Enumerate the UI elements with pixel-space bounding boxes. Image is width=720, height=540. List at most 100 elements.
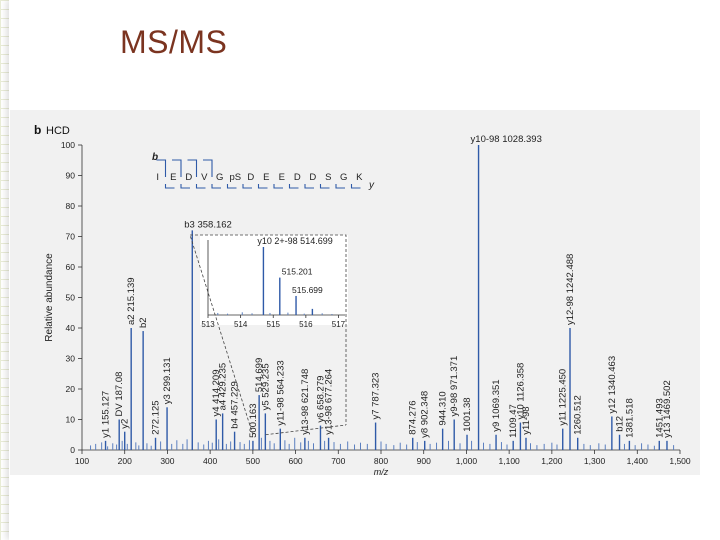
y-ion-bracket bbox=[242, 184, 252, 189]
inset-title: y10 2+-98 514.699 bbox=[257, 236, 332, 246]
peak-label: y6 658.279 bbox=[315, 376, 326, 423]
peak-label: y13-98 621.748 bbox=[300, 369, 311, 435]
y-tick-label: 0 bbox=[70, 445, 75, 455]
peak-label: y10 1126.358 bbox=[515, 363, 526, 420]
peak-label: 1001.38 bbox=[462, 397, 473, 431]
inset-x-tick-label: 516 bbox=[299, 320, 313, 329]
inset-x-tick-label: 517 bbox=[332, 320, 346, 329]
y-tick-label: 40 bbox=[66, 323, 76, 333]
x-tick-label: 900 bbox=[417, 456, 431, 466]
sequence-residue: K bbox=[356, 172, 363, 183]
x-tick-label: 1,100 bbox=[499, 456, 521, 466]
peak-label: 514.699 bbox=[254, 358, 265, 392]
y-tick-label: 50 bbox=[66, 293, 76, 303]
y-ion-bracket bbox=[335, 184, 345, 189]
y-tick-label: 70 bbox=[66, 232, 76, 242]
peak-label: y1 155.127 bbox=[101, 391, 112, 438]
peak-label: 874.276 bbox=[408, 400, 419, 434]
y-ion-bracket bbox=[273, 184, 283, 189]
x-tick-label: 800 bbox=[374, 456, 388, 466]
panel-title: HCD bbox=[46, 125, 70, 137]
y-ion-bracket bbox=[180, 184, 190, 189]
inset-x-tick-label: 515 bbox=[267, 320, 281, 329]
figure-panel bbox=[10, 110, 700, 475]
peak-label: y12 1340.463 bbox=[607, 356, 618, 414]
x-tick-label: 600 bbox=[288, 456, 302, 466]
peaks-layer bbox=[104, 145, 668, 450]
peak-label: y12-98 1242.488 bbox=[565, 254, 576, 325]
peak-label: y2 bbox=[120, 419, 131, 429]
x-tick-label: 1,000 bbox=[456, 456, 478, 466]
y-tick-label: 10 bbox=[66, 415, 76, 425]
peak-label: 1109.47 bbox=[508, 404, 519, 438]
peak-label: 1381.518 bbox=[624, 398, 635, 438]
panel-label: b bbox=[34, 123, 41, 137]
peak-label: 272.125 bbox=[151, 400, 162, 434]
peak-label: y11-98 564.233 bbox=[275, 360, 286, 425]
peak-label: DV 187.08 bbox=[114, 372, 125, 417]
inset-panel bbox=[200, 235, 348, 325]
sequence-residue: E bbox=[279, 172, 285, 183]
y-ion-bracket bbox=[195, 184, 206, 189]
inset-x-tick-label: 514 bbox=[234, 320, 248, 329]
sequence-residue: E bbox=[170, 172, 176, 183]
peak-label: 944.310 bbox=[438, 391, 449, 425]
peak-label: b4 457.229 bbox=[230, 381, 241, 429]
slide-title: MS/MS bbox=[120, 24, 228, 60]
peak-label: y9 1069.351 bbox=[491, 379, 502, 431]
x-tick-label: 100 bbox=[75, 456, 89, 466]
x-tick-label: 700 bbox=[331, 456, 345, 466]
sequence-residue: I bbox=[156, 172, 159, 183]
peak-label: 1451.493 bbox=[654, 398, 665, 438]
y-tick-label: 20 bbox=[66, 384, 76, 394]
peak-label: y11-98 bbox=[521, 406, 532, 434]
inset-x-tick-label: 513 bbox=[201, 320, 215, 329]
sequence-residue: E bbox=[263, 172, 269, 183]
sequence-residue: G bbox=[340, 172, 347, 183]
inset-zoom-line bbox=[265, 424, 347, 436]
sequence-residue: D bbox=[294, 172, 301, 183]
y-ion-bracket bbox=[257, 184, 268, 189]
noise-layer bbox=[90, 437, 675, 450]
spectrum-figure: b HCD 0 10 20 30 40 50 60 70 80 90 100 100 200 300 400 50… bbox=[10, 110, 700, 475]
y-ion-bracket bbox=[288, 184, 299, 189]
sequence-residue: D bbox=[247, 172, 254, 183]
inset-peak-label: 515.201 bbox=[282, 267, 313, 277]
y-ion-bracket bbox=[304, 184, 314, 189]
peak-labels-layer: y1 155.127 DV 187.08 y2 a2 215.139 b2 272.125… bbox=[101, 134, 673, 438]
x-tick-label: 1,200 bbox=[541, 456, 563, 466]
x-tick-label: 400 bbox=[203, 456, 217, 466]
msms-spectrum-chart: b HCD 0 10 20 30 40 50 60 70 80 90 100 100 200 300 400 50… bbox=[34, 123, 691, 475]
peak-label: 500.163 bbox=[248, 404, 259, 438]
peak-label: y13-98 677.264 bbox=[324, 369, 335, 435]
sequence-residue: V bbox=[201, 172, 208, 183]
sequence-residue: S bbox=[325, 172, 331, 183]
sequence-y-label: y bbox=[368, 180, 375, 191]
peak-label: 1260.512 bbox=[573, 395, 584, 435]
peak-label: y5 529.235 bbox=[260, 363, 271, 410]
x-tick-label: 1,500 bbox=[669, 456, 691, 466]
y-tick-label: 60 bbox=[66, 262, 76, 272]
y-tick-label: 30 bbox=[66, 354, 76, 364]
sequence-residue: D bbox=[185, 172, 192, 183]
sequence-residue: G bbox=[216, 172, 223, 183]
y-ion-bracket bbox=[350, 184, 361, 189]
peak-label: a4 429.235 bbox=[218, 363, 229, 411]
y-ion-bracket bbox=[319, 184, 330, 189]
b-ion-bracket bbox=[187, 159, 198, 177]
y-ion-bracket bbox=[211, 184, 221, 189]
x-axis-title: m/z bbox=[374, 467, 389, 475]
y-ion-bracket bbox=[164, 184, 175, 189]
peak-label: y11 1225.450 bbox=[558, 369, 569, 426]
sequence-residue: D bbox=[309, 172, 316, 183]
inset-dashed-frame bbox=[190, 234, 347, 425]
peak-label: y10-98 1028.393 bbox=[471, 134, 542, 145]
peak-label: a2 215.139 bbox=[126, 277, 137, 325]
y-axis-title: Relative abundance bbox=[44, 253, 55, 342]
peak-label: b12 bbox=[615, 416, 626, 432]
b-ion-bracket bbox=[203, 159, 213, 177]
peak-label: y8 902.348 bbox=[420, 391, 431, 438]
peak-label: y13 1469.502 bbox=[662, 380, 673, 438]
x-tick-label: 1,400 bbox=[627, 456, 649, 466]
